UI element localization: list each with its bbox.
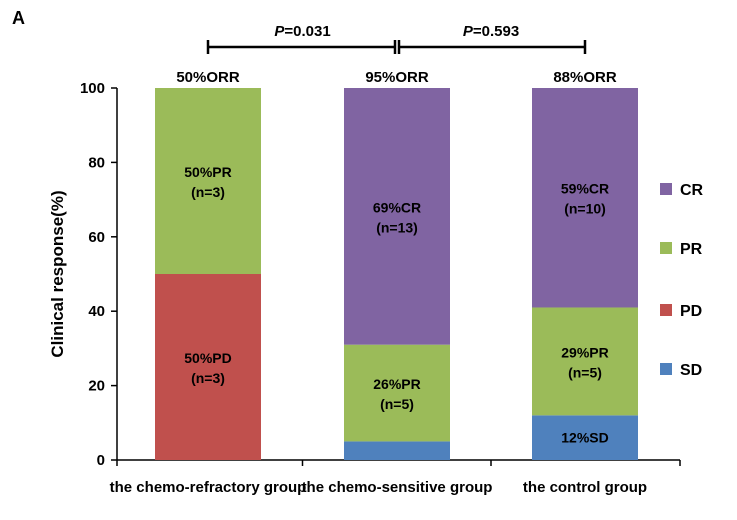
legend-label-pr: PR: [680, 241, 703, 258]
bar-segment-cr: [344, 88, 450, 345]
orr-label: 88%ORR: [553, 69, 617, 86]
p-value: =0.031: [284, 23, 330, 40]
segment-count-label: (n=10): [564, 201, 606, 217]
segment-percent-label: 12%SD: [561, 430, 608, 446]
y-tick-label: 0: [97, 452, 105, 469]
bar-segment-cr: [532, 88, 638, 308]
significance-brackets: P=0.031 P=0.593: [206, 23, 587, 54]
bar-segment-pd: [155, 274, 261, 460]
p-symbol: P: [463, 23, 474, 40]
p-symbol: P: [274, 23, 285, 40]
x-category-label: the chemo-refractory group: [110, 479, 307, 496]
segment-count-label: (n=5): [568, 364, 602, 380]
x-category-label: the control group: [523, 479, 647, 496]
p-value-label: P=0.031: [274, 23, 330, 40]
segment-percent-label: 50%PD: [184, 350, 231, 366]
bars: [155, 88, 638, 460]
segment-percent-label: 50%PR: [184, 164, 231, 180]
bar-segment-pr: [155, 88, 261, 274]
segment-count-label: (n=3): [191, 184, 225, 200]
segment-count-label: (n=13): [376, 219, 418, 235]
legend-swatch-pd: [660, 304, 672, 316]
segment-percent-label: 69%CR: [373, 199, 421, 215]
panel-letter: A: [12, 8, 25, 28]
legend: CR PR PD SD: [660, 182, 704, 379]
x-category-label: the chemo-sensitive group: [302, 479, 493, 496]
legend-label-pd: PD: [680, 303, 702, 320]
segment-count-label: (n=3): [191, 370, 225, 386]
legend-swatch-pr: [660, 242, 672, 254]
bar-segment-sd: [532, 415, 638, 460]
y-axis-title: Clinical response(%): [48, 190, 67, 357]
y-tick-label: 40: [88, 303, 105, 320]
bar-segment-pr: [344, 344, 450, 442]
p-value-label: P=0.593: [463, 23, 519, 40]
segment-percent-label: 26%PR: [373, 376, 420, 392]
y-tick-label: 60: [88, 229, 105, 246]
bar-segment-sd: [344, 441, 450, 460]
y-tick-label: 80: [88, 154, 105, 171]
y-tick-label: 100: [80, 80, 105, 97]
orr-label: 95%ORR: [365, 69, 429, 86]
legend-swatch-sd: [660, 363, 672, 375]
legend-label-sd: SD: [680, 362, 702, 379]
bar-segment-pr: [532, 307, 638, 416]
orr-label: 50%ORR: [176, 69, 240, 86]
segment-percent-label: 29%PR: [561, 344, 608, 360]
segment-percent-label: 59%CR: [561, 181, 609, 197]
legend-label-cr: CR: [680, 182, 704, 199]
p-value: =0.593: [473, 23, 519, 40]
legend-swatch-cr: [660, 183, 672, 195]
segment-labels: 50%PD (n=3) 50%PR (n=3) 50%ORR 26%PR (n=5) 69%C…: [176, 69, 617, 446]
y-tick-label: 20: [88, 378, 105, 395]
segment-count-label: (n=5): [380, 396, 414, 412]
